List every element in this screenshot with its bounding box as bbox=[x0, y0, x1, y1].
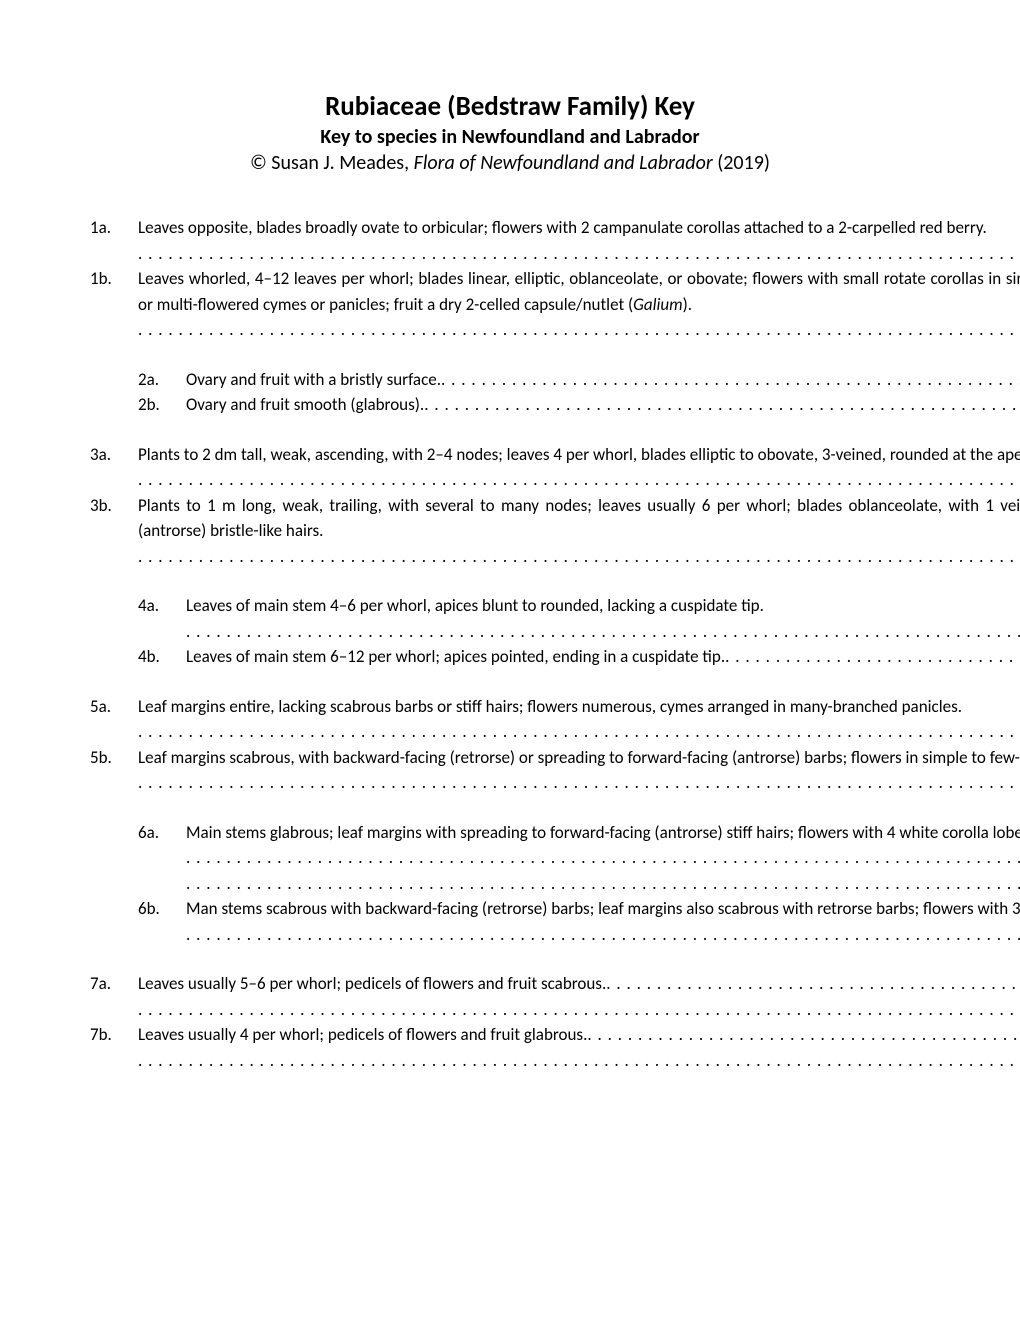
genus-name: Galium bbox=[633, 294, 682, 315]
key-label: 3a. bbox=[90, 442, 138, 493]
key-label: 6a. bbox=[138, 820, 186, 897]
key-text: Man stems scabrous with backward-facing … bbox=[186, 896, 1020, 947]
key-text: Leaf margins scabrous, with backward-fac… bbox=[138, 745, 1020, 796]
key-label: 7b. bbox=[90, 1022, 138, 1073]
key-entry-5a: 5a. Leaf margins entire, lacking scabrou… bbox=[90, 694, 930, 745]
key-text: Ovary and fruit with a bristly surface. … bbox=[186, 367, 1020, 393]
key-entry-7b: 7b. Leaves usually 4 per whorl; pedicels… bbox=[90, 1022, 930, 1073]
key-entry-2a: 2a. Ovary and fruit with a bristly surfa… bbox=[90, 367, 930, 393]
key-entry-6a: 6a. Main stems glabrous; leaf margins wi… bbox=[90, 820, 930, 897]
key-label: 4b. bbox=[138, 644, 186, 670]
key-label: 1b. bbox=[90, 266, 138, 343]
author-work-title: Flora of Newfoundland and Labrador bbox=[414, 151, 713, 175]
dot-leader bbox=[138, 1048, 1020, 1074]
dot-leader bbox=[138, 719, 1020, 745]
key-label: 3b. bbox=[90, 493, 138, 570]
key-label: 6b. bbox=[138, 896, 186, 947]
dot-leader bbox=[725, 644, 1020, 670]
dot-leader bbox=[138, 467, 1020, 493]
entry-text: Main stems glabrous; leaf margins with s… bbox=[186, 822, 1020, 843]
key-text: Leaves whorled, 4–12 leaves per whorl; b… bbox=[138, 266, 1020, 343]
key-entry-5b: 5b. Leaf margins scabrous, with backward… bbox=[90, 745, 930, 796]
key-entry-1a: 1a. Leaves opposite, blades broadly ovat… bbox=[90, 215, 930, 266]
key-entry-6b: 6b. Man stems scabrous with backward-fac… bbox=[90, 896, 930, 947]
key-text: Leaves usually 5–6 per whorl; pedicels o… bbox=[138, 971, 1020, 1022]
key-text: Plants to 2 dm tall, weak, ascending, wi… bbox=[138, 442, 1020, 493]
key-entry-4a: 4a. Leaves of main stem 4–6 per whorl, a… bbox=[90, 593, 930, 644]
dot-leader bbox=[138, 997, 1020, 1023]
key-entry-4b: 4b. Leaves of main stem 6–12 per whorl; … bbox=[90, 644, 930, 670]
dot-leader bbox=[138, 241, 1020, 267]
key-entry-3b: 3b. Plants to 1 m long, weak, trailing, … bbox=[90, 493, 930, 570]
dot-leader bbox=[186, 619, 1020, 645]
entry-text: Leaf margins entire, lacking scabrous ba… bbox=[138, 696, 962, 717]
key-text: Leaves opposite, blades broadly ovate to… bbox=[138, 215, 1020, 266]
dot-leader bbox=[138, 544, 1020, 570]
document-title: Rubiaceae (Bedstraw Family) Key bbox=[90, 90, 930, 123]
key-label: 5b. bbox=[90, 745, 138, 796]
dot-leader bbox=[138, 317, 1020, 343]
dot-leader bbox=[186, 922, 1020, 948]
dot-leader bbox=[186, 845, 1020, 871]
entry-text: Leaves whorled, 4–12 leaves per whorl; b… bbox=[138, 268, 1020, 315]
key-label: 2b. bbox=[138, 392, 186, 418]
dot-leader bbox=[138, 770, 1020, 796]
entry-text: Plants to 2 dm tall, weak, ascending, wi… bbox=[138, 444, 1020, 465]
author-line: © Susan J. Meades, Flora of Newfoundland… bbox=[90, 151, 930, 175]
key-text: Leaves of main stem 6–12 per whorl; apic… bbox=[186, 644, 1020, 670]
dot-leader bbox=[587, 1022, 1020, 1048]
entry-text: Leaves of main stem 6–12 per whorl; apic… bbox=[186, 644, 725, 670]
entry-text: Leaves of main stem 4–6 per whorl, apice… bbox=[186, 595, 764, 616]
entry-text: Leaf margins scabrous, with backward-fac… bbox=[138, 747, 1020, 768]
entry-text: Leaves usually 4 per whorl; pedicels of … bbox=[138, 1022, 587, 1048]
key-entry-3a: 3a. Plants to 2 dm tall, weak, ascending… bbox=[90, 442, 930, 493]
entry-text: Ovary and fruit smooth (glabrous). bbox=[186, 392, 424, 418]
entry-text: Leaves opposite, blades broadly ovate to… bbox=[138, 217, 987, 238]
entry-text: Plants to 1 m long, weak, trailing, with… bbox=[138, 495, 1020, 542]
key-text: Ovary and fruit smooth (glabrous). 4 bbox=[186, 392, 1020, 418]
key-entry-1b: 1b. Leaves whorled, 4–12 leaves per whor… bbox=[90, 266, 930, 343]
key-text: Leaves of main stem 4–6 per whorl, apice… bbox=[186, 593, 1020, 644]
key-entry-2b: 2b. Ovary and fruit smooth (glabrous). 4 bbox=[90, 392, 930, 418]
key-label: 2a. bbox=[138, 367, 186, 393]
entry-text: Ovary and fruit with a bristly surface. bbox=[186, 367, 441, 393]
key-label: 1a. bbox=[90, 215, 138, 266]
entry-text: Man stems scabrous with backward-facing … bbox=[186, 898, 1020, 919]
key-text: Main stems glabrous; leaf margins with s… bbox=[186, 820, 1020, 897]
key-text: Plants to 1 m long, weak, trailing, with… bbox=[138, 493, 1020, 570]
key-label: 5a. bbox=[90, 694, 138, 745]
key-label: 7a. bbox=[90, 971, 138, 1022]
dot-leader bbox=[606, 971, 1020, 997]
key-text: Leaves usually 4 per whorl; pedicels of … bbox=[138, 1022, 1020, 1073]
document-subtitle: Key to species in Newfoundland and Labra… bbox=[90, 125, 930, 149]
key-text: Leaf margins entire, lacking scabrous ba… bbox=[138, 694, 1020, 745]
entry-text: Leaves usually 5–6 per whorl; pedicels o… bbox=[138, 971, 606, 997]
dot-leader bbox=[186, 871, 1020, 897]
key-label: 4a. bbox=[138, 593, 186, 644]
author-suffix: (2019) bbox=[713, 151, 770, 175]
dot-leader bbox=[441, 367, 1020, 393]
dot-leader bbox=[424, 392, 1020, 418]
key-entry-7a: 7a. Leaves usually 5–6 per whorl; pedice… bbox=[90, 971, 930, 1022]
author-prefix: © Susan J. Meades, bbox=[250, 151, 414, 175]
entry-text: ). bbox=[683, 294, 692, 315]
